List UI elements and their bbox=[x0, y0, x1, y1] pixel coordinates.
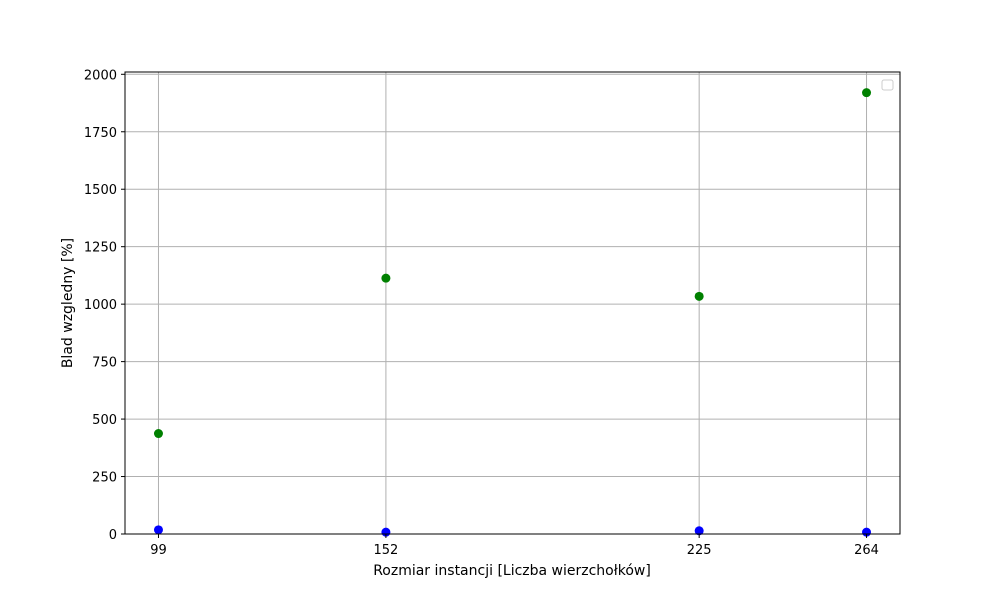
data-point bbox=[153, 525, 163, 535]
x-tick-label: 225 bbox=[687, 543, 712, 558]
y-tick-label: 250 bbox=[92, 471, 117, 486]
data-point bbox=[153, 429, 163, 439]
x-tick-label: 264 bbox=[854, 543, 879, 558]
x-axis-label: Rozmiar instancji [Liczba wierzchołków] bbox=[373, 563, 651, 579]
y-tick-label: 2000 bbox=[84, 68, 117, 83]
y-tick-label: 750 bbox=[92, 356, 117, 371]
y-tick-label: 500 bbox=[92, 413, 117, 428]
data-point bbox=[862, 88, 872, 98]
y-tick-label: 0 bbox=[109, 528, 117, 543]
x-tick-label: 99 bbox=[150, 543, 167, 558]
y-tick-label: 1750 bbox=[84, 126, 117, 141]
legend-box bbox=[881, 79, 894, 91]
y-tick-label: 1250 bbox=[84, 241, 117, 256]
y-tick-label: 1500 bbox=[84, 183, 117, 198]
data-point bbox=[694, 526, 704, 536]
axis-ticks: 99 152 225 264 0 250 500 750 1000 1250 1500 1750 200… bbox=[84, 68, 879, 558]
data-point bbox=[381, 273, 391, 283]
y-axis-label: Blad wzgledny [%] bbox=[60, 238, 76, 368]
y-tick-label: 1000 bbox=[84, 298, 117, 313]
x-tick-label: 152 bbox=[373, 543, 398, 558]
data-point bbox=[694, 291, 704, 301]
plot-frame bbox=[124, 71, 901, 535]
